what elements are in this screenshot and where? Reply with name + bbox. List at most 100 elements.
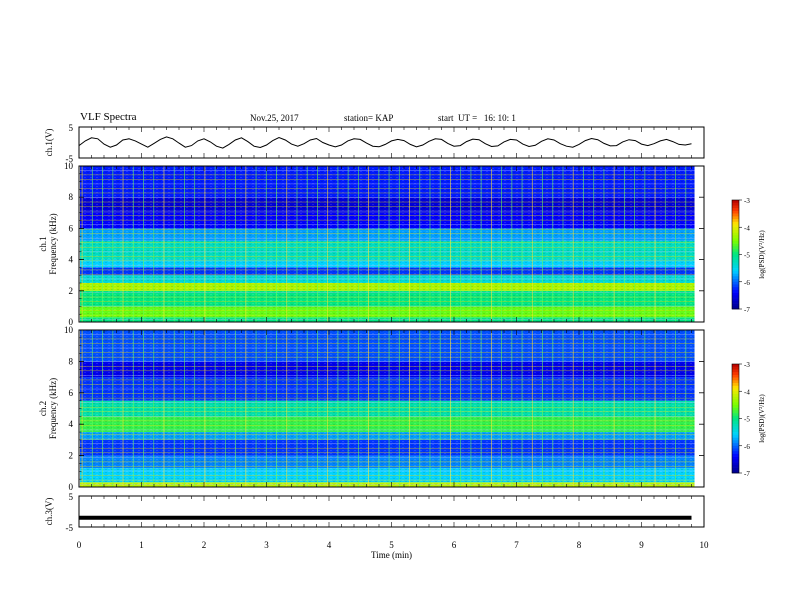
- ch2-spec-channel-label: ch.2: [38, 401, 48, 416]
- ch1-spec-colorbar-cell: [732, 259, 739, 263]
- x-tick-label: 1: [139, 540, 144, 550]
- x-tick-label: 2: [202, 540, 207, 550]
- ch1-spec-colorbar-cell: [732, 229, 739, 233]
- ch2-spec-colorbar-tick-label: -4: [744, 388, 750, 396]
- ch2-spec-colorbar-cell: [732, 459, 739, 463]
- ch1-spec-colorbar-cell: [732, 249, 739, 253]
- start-time-label: start UT = 16: 10: 1: [438, 113, 516, 123]
- ch2-spec-colorbar-cell: [732, 451, 739, 455]
- ch1-spec-colorbar-cell: [732, 306, 739, 310]
- ch1-spec-ytick-label: 4: [69, 255, 74, 265]
- x-tick-label: 0: [77, 540, 82, 550]
- ch1-spectrogram-panel: 0 2 4 6 8 10 ch.1 Frequency (kHz): [38, 161, 705, 327]
- x-tick-label: 8: [577, 540, 582, 550]
- station-label: station= KAP: [344, 113, 394, 123]
- ch1-spec-colorbar-cell: [732, 287, 739, 291]
- ch1-spec-colorbar-cell: [732, 235, 739, 239]
- ch2-spec-ytick-label: 0: [69, 482, 74, 492]
- ch1-spec-colorbar-cell: [732, 210, 739, 214]
- ch2-spec-colorbar-cell: [732, 377, 739, 381]
- ch1-spec-colorbar-cell: [732, 284, 739, 288]
- ch2-spec-colorbar-cell: [732, 385, 739, 389]
- ch1-colorbar: -3 -4 -5 -6 -7 log(PSD)(V²/Hz): [731, 197, 766, 314]
- x-tick-label: 7: [514, 540, 519, 550]
- ch2-spec-colorbar-cell: [732, 456, 739, 460]
- ch2-spec-colorbar-cell: [732, 374, 739, 378]
- ch1-spec-ytick-label: 2: [69, 286, 74, 296]
- ch2-spec-colorbar-cell: [732, 415, 739, 419]
- ch1-spec-colorbar-cell: [732, 200, 739, 204]
- ch2-spec-colorbar-cell: [732, 445, 739, 449]
- ch1-waveform-panel: 5 -5 ch.1(V): [44, 123, 705, 164]
- ch2-spec-colorbar-cell: [732, 383, 739, 387]
- ch1-spec-colorbar-label: log(PSD)(V²/Hz): [758, 230, 766, 279]
- ch1-spec-texture: [80, 166, 695, 322]
- ch2-spec-colorbar-cell: [732, 402, 739, 406]
- ch2-spec-colorbar-tick-label: -5: [744, 416, 750, 424]
- ch1-spec-colorbar-cell: [732, 279, 739, 283]
- ch1-spec-colorbar-cell: [732, 227, 739, 231]
- ch1-spec-colorbar-cell: [732, 251, 739, 255]
- ch2-spec-colorbar-cell: [732, 388, 739, 392]
- ch1-spec-colorbar-cell: [732, 254, 739, 258]
- ch2-spectrogram-panel: 0 2 4 6 8 10 ch.2 Frequency (kHz): [38, 325, 705, 492]
- ch1-spec-colorbar-cell: [732, 276, 739, 280]
- ch2-spec-colorbar-cell: [732, 421, 739, 425]
- ch2-spec-colorbar-tick-label: -6: [744, 443, 750, 451]
- x-tick-label: 10: [700, 540, 710, 550]
- ch2-spec-colorbar-cell: [732, 391, 739, 395]
- ch2-spec-colorbar-cell: [732, 396, 739, 400]
- ch2-spec-colorbar-tick-label: -3: [744, 361, 750, 369]
- ch1-spec-colorbar-cell: [732, 262, 739, 266]
- ch2-spec-colorbar-cell: [732, 437, 739, 441]
- ch2-spec-colorbar-cell: [732, 434, 739, 438]
- ch1-spec-colorbar-cell: [732, 213, 739, 217]
- ch2-spec-ytick-label: 8: [69, 356, 74, 366]
- ch1-spec-colorbar-cell: [732, 292, 739, 296]
- ch1-spec-colorbar-tick-label: -6: [744, 279, 750, 287]
- ch1-spec-ytick-label: 10: [64, 161, 74, 171]
- ch1-ytick-label: -5: [66, 154, 74, 164]
- ch1-spec-colorbar-cell: [732, 232, 739, 236]
- chart-title: VLF Spectra: [80, 111, 137, 123]
- ch2-spec-colorbar-cell: [732, 470, 739, 474]
- ch2-spec-colorbar-cell: [732, 462, 739, 466]
- ch2-spec-colorbar-cell: [732, 399, 739, 403]
- ch2-spec-texture: [80, 330, 695, 487]
- x-tick-label: 9: [639, 540, 644, 550]
- ch1-spec-colorbar-cell: [732, 298, 739, 302]
- ch2-spec-ytick-label: 2: [69, 451, 74, 461]
- ch1-ytick-label: 5: [69, 123, 74, 133]
- ch2-spec-colorbar-cell: [732, 366, 739, 370]
- ch1-spec-empty-region: [694, 166, 704, 322]
- x-tick-label: 5: [389, 540, 394, 550]
- ch1-spec-colorbar-cell: [732, 289, 739, 293]
- ch2-spec-colorbar-label: log(PSD)(V²/Hz): [758, 394, 766, 443]
- ch2-spec-colorbar-cell: [732, 448, 739, 452]
- ch1-spec-colorbar-cell: [732, 240, 739, 244]
- ch1-spec-colorbar-tick-label: -3: [744, 197, 750, 205]
- x-axis-label: Time (min): [371, 550, 412, 560]
- ch2-spec-colorbar-cell: [732, 464, 739, 468]
- ch3-ytick-label: -5: [66, 523, 74, 533]
- ch2-spec-colorbar-cell: [732, 423, 739, 427]
- ch2-spec-colorbar-cell: [732, 404, 739, 408]
- ch1-spec-colorbar-cell: [732, 238, 739, 242]
- ch1-spec-colorbar-cell: [732, 224, 739, 228]
- ch1-spec-colorbar-cell: [732, 202, 739, 206]
- ch1-spec-colorbar-cell: [732, 257, 739, 261]
- ch1-spec-colorbar-cell: [732, 300, 739, 304]
- ch2-spec-colorbar-cell: [732, 453, 739, 457]
- ch1-spec-channel-label: ch.1: [38, 236, 48, 251]
- ch1-spec-colorbar-tick-label: -5: [744, 252, 750, 260]
- ch2-spec-ytick-label: 6: [69, 388, 74, 398]
- ch2-spec-colorbar-cell: [732, 380, 739, 384]
- ch1-spec-colorbar-cell: [732, 268, 739, 272]
- ch1-spec-colorbar-tick-label: -7: [744, 306, 750, 314]
- ch1-spec-ytick-label: 8: [69, 192, 74, 202]
- ch2-spec-colorbar-cell: [732, 410, 739, 414]
- ch2-spec-colorbar-cell: [732, 407, 739, 411]
- ch1-spec-colorbar-cell: [732, 205, 739, 209]
- ch2-spec-colorbar-cell: [732, 369, 739, 373]
